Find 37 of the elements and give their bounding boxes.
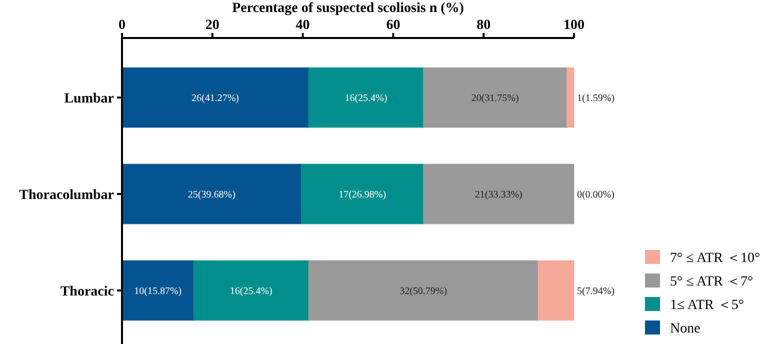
bar [308, 67, 424, 128]
bar [122, 67, 310, 128]
bar [308, 260, 539, 321]
data-label: 16(25.4%) [230, 286, 272, 297]
bar [300, 164, 424, 224]
data-label: 26(41.27%) [192, 93, 240, 104]
x-tick-label: 0 [118, 18, 126, 33]
data-label: 17(26.98%) [338, 190, 386, 200]
data-label: 5(7.94%) [577, 286, 614, 297]
legend-label: 5° ≤ ATR ＜7° [670, 274, 754, 290]
bar [422, 164, 574, 224]
y-tick-label: Thoracolumbar [19, 188, 114, 203]
x-tick-label: 80 [476, 18, 491, 33]
data-label: 32(50.79%) [400, 286, 448, 297]
data-label: 20(31.75%) [471, 93, 519, 104]
y-tick-label: Lumbar [64, 91, 114, 106]
data-label: 25(39.68%) [188, 190, 236, 200]
bar [122, 164, 302, 224]
legend-label: 1≤ ATR ＜5° [670, 298, 744, 313]
legend-label: 7° ≤ ATR ＜10° [670, 250, 760, 266]
data-label: 21(33.33%) [474, 190, 522, 200]
data-label: 10(15.87%) [134, 286, 182, 297]
x-tick-label: 100 [564, 18, 584, 33]
y-tick-label: Thoracic [60, 284, 114, 300]
data-label: 16(25.4%) [344, 93, 388, 104]
x-tick-label: 60 [386, 18, 400, 33]
bar [566, 67, 575, 128]
x-tick-label: 40 [296, 18, 310, 33]
bar [422, 67, 568, 128]
bar [193, 260, 310, 321]
bar [538, 260, 574, 321]
data-label: 0(0.00%) [576, 190, 614, 200]
bar [122, 260, 194, 321]
x-axis-title: Percentage of suspected scoliosis n (%) [232, 1, 464, 16]
legend-label: None [670, 321, 700, 336]
data-label: 1(1.59%) [577, 93, 615, 104]
x-tick-label: 20 [205, 18, 220, 33]
